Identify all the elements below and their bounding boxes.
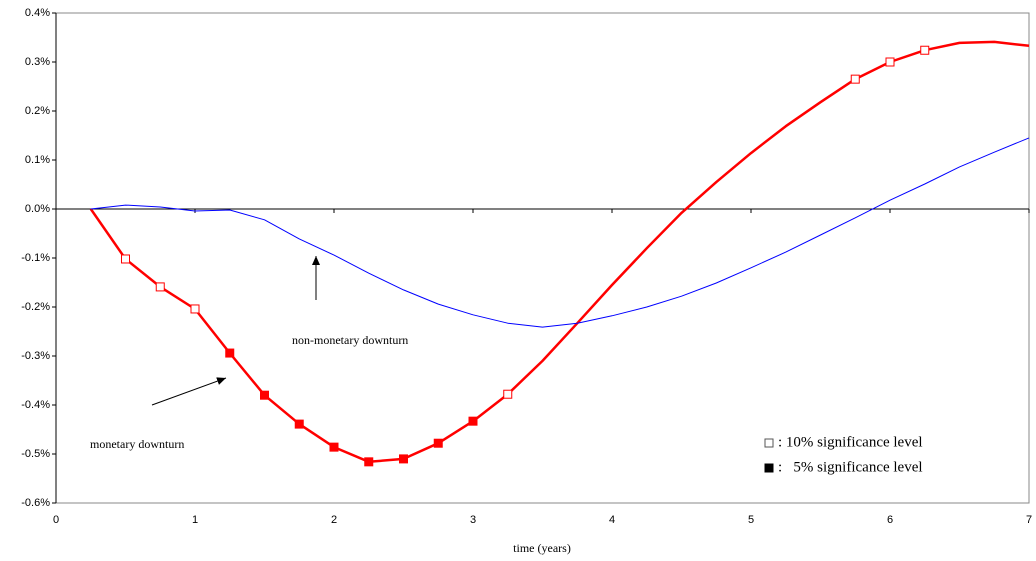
y-tick-label: -0.5%: [21, 448, 50, 460]
significance-marker: [399, 454, 408, 464]
legend-marker: [764, 438, 774, 448]
y-tick-label: -0.6%: [21, 497, 50, 509]
annotation-arrow: [151, 377, 227, 406]
y-tick-label: 0.4%: [25, 7, 50, 19]
significance-marker: [155, 282, 165, 292]
significance-marker: [121, 254, 130, 264]
x-tick-label: 3: [470, 514, 476, 526]
x-tick-label: 4: [609, 514, 615, 526]
significance-marker: [190, 304, 200, 314]
y-tick-label: 0.1%: [25, 154, 50, 166]
significance-marker: [920, 45, 930, 55]
y-tick-label: -0.2%: [21, 301, 50, 313]
significance-marker: [850, 74, 860, 84]
significance-marker: [885, 57, 895, 67]
significance-marker: [294, 419, 304, 429]
x-tick-label: 7: [1026, 514, 1032, 526]
plot-frame: [55, 12, 1030, 504]
x-tick-label: 2: [331, 514, 337, 526]
annotation: monetary downturn: [90, 437, 184, 451]
x-tick-label: 6: [887, 514, 893, 526]
legend-marker: [764, 463, 774, 473]
y-tick-label: -0.3%: [21, 350, 50, 362]
x-tick-label: 1: [192, 514, 198, 526]
y-tick-label: 0.2%: [25, 105, 50, 117]
series-line: [90, 137, 1030, 328]
significance-marker: [468, 416, 478, 426]
series-line: [89, 40, 1030, 464]
y-tick-label: -0.4%: [21, 399, 50, 411]
x-axis-label: time (years): [513, 541, 571, 555]
significance-marker: [503, 389, 513, 399]
significance-marker: [433, 438, 443, 448]
significance-marker: [329, 442, 339, 452]
y-tick-label: 0.0%: [25, 203, 50, 215]
significance-marker: [225, 348, 235, 358]
legend-label: : 5% significance level: [778, 459, 923, 475]
x-tick-label: 0: [53, 514, 59, 526]
y-tick-label: 0.3%: [25, 56, 50, 68]
significance-marker: [260, 390, 269, 400]
significance-marker: [364, 457, 374, 467]
y-tick-label: -0.1%: [21, 252, 50, 264]
x-tick-label: 5: [748, 514, 754, 526]
annotation: non-monetary downturn: [292, 333, 408, 347]
legend-label: : 10% significance level: [778, 434, 923, 450]
